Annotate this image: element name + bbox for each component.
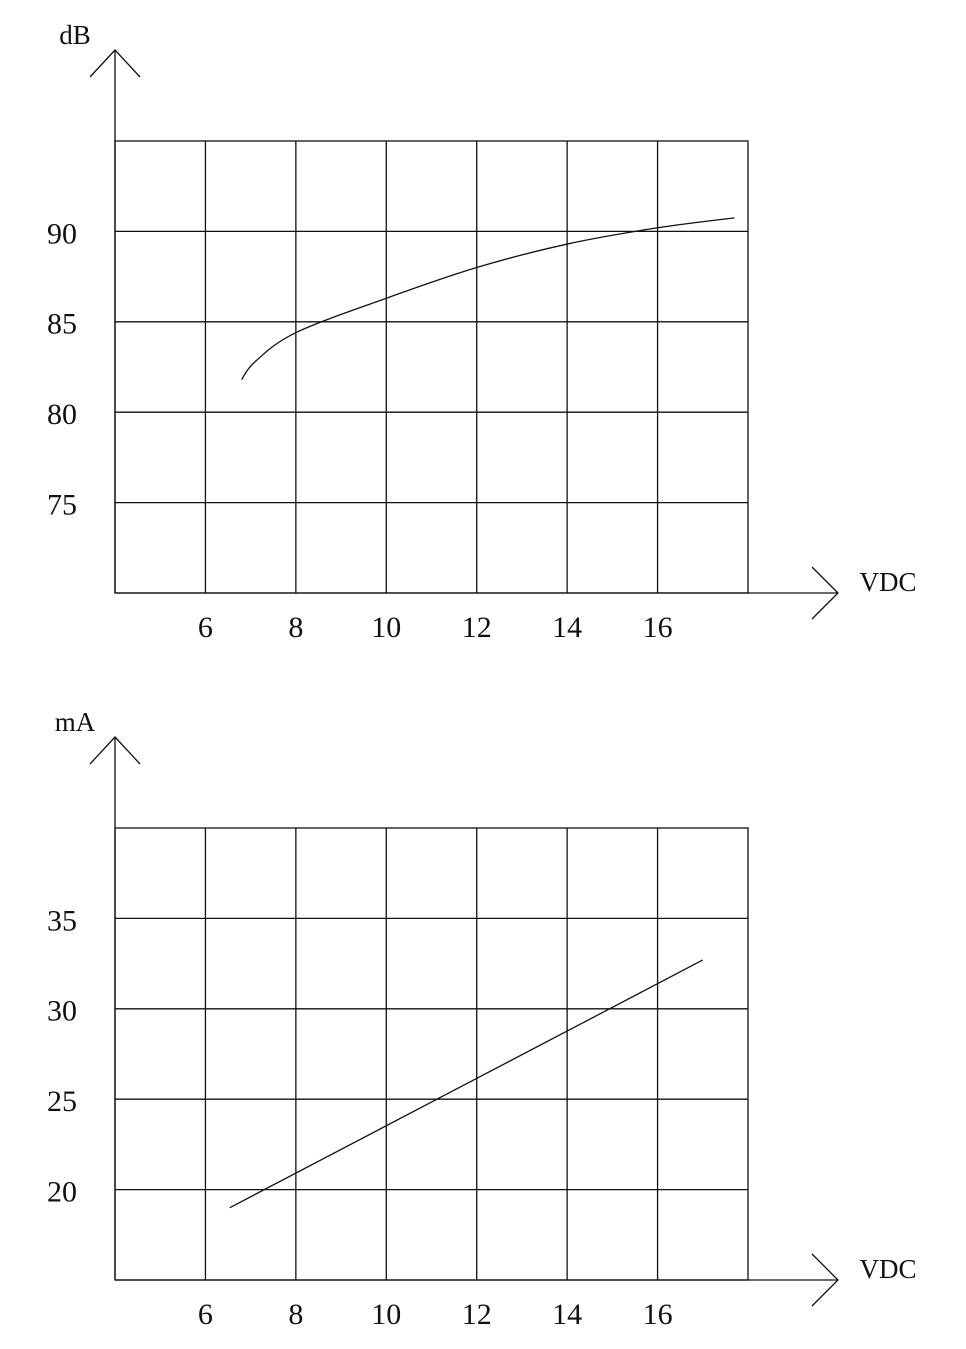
x-arrow: [811, 1253, 839, 1307]
y-tick-label: 25: [47, 1085, 77, 1118]
data-line: [241, 217, 735, 381]
x-tick-label: 14: [552, 1298, 582, 1331]
y-tick-label: 80: [47, 398, 77, 431]
x-tick-label: 8: [288, 1298, 303, 1331]
y-tick-label: 85: [47, 308, 77, 341]
x-tick-label: 12: [462, 1298, 492, 1331]
y-arrow: [89, 736, 141, 765]
x-tick-label: 16: [643, 1298, 673, 1331]
y-axis-label: dB: [59, 20, 91, 50]
y-tick-label: 35: [47, 904, 77, 937]
x-tick-label: 10: [371, 611, 401, 644]
x-axis-label: VDC: [859, 1254, 916, 1284]
plot-frame: [114, 140, 749, 594]
x-arrow: [811, 566, 839, 620]
plot-frame: [114, 827, 749, 1281]
y-tick-label: 75: [47, 488, 77, 521]
y-tick-label: 30: [47, 995, 77, 1028]
x-tick-label: 10: [371, 1298, 401, 1331]
y-axis-label: mA: [55, 707, 96, 737]
y-tick-label: 90: [47, 217, 77, 250]
x-tick-label: 12: [462, 611, 492, 644]
x-tick-label: 6: [198, 1298, 213, 1331]
x-tick-label: 16: [643, 611, 673, 644]
data-line: [229, 959, 704, 1209]
x-tick-label: 14: [552, 611, 582, 644]
y-arrow: [89, 49, 141, 78]
y-tick-label: 20: [47, 1175, 77, 1208]
x-axis-label: VDC: [859, 567, 916, 597]
x-tick-label: 6: [198, 611, 213, 644]
x-tick-label: 8: [288, 611, 303, 644]
